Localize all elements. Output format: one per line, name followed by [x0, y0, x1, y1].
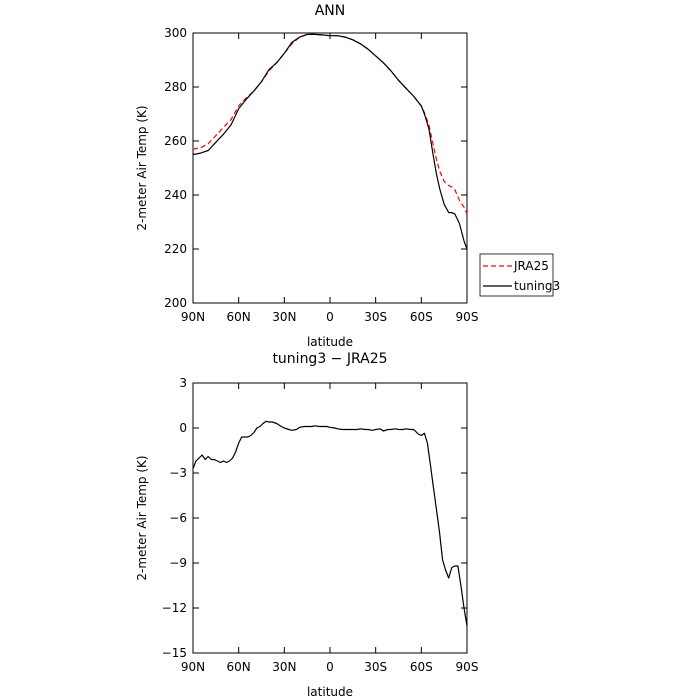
top-chart-xtick-label: 90S	[456, 310, 479, 324]
top-chart-xtick-label: 90N	[181, 310, 205, 324]
bottom-chart-xtick-label: 60S	[410, 660, 433, 674]
bottom-chart-ytick-label: 0	[179, 421, 187, 435]
top-chart-xtick-label: 30S	[364, 310, 387, 324]
bottom-chart-xtick-label: 90S	[456, 660, 479, 674]
top-chart-ytick-label: 220	[164, 242, 187, 256]
bottom-chart-xtick-label: 30S	[364, 660, 387, 674]
bottom-chart-series-difference-line	[192, 420, 468, 627]
top-chart-ytick-label: 200	[164, 296, 187, 310]
bottom-chart-xtick-label: 30N	[272, 660, 296, 674]
top-chart-xtick-label: 30N	[272, 310, 296, 324]
top-chart-xlabel: latitude	[307, 335, 353, 349]
legend-box	[479, 253, 554, 297]
top-chart-title: ANN	[315, 3, 346, 19]
bottom-chart-ylabel: 2-meter Air Temp (K)	[135, 455, 149, 580]
bottom-chart: tuning3 − JRA25 −15 −12 −9 −6 −3 0 3 90N 60N 30N…	[135, 351, 478, 699]
bottom-chart-xtick-label: 0	[326, 660, 334, 674]
top-chart-xtick-label: 60S	[410, 310, 433, 324]
legend-jra25-label: JRA25	[513, 259, 549, 273]
top-chart-ytick-label: 260	[164, 134, 187, 148]
top-chart-ytick-label: 280	[164, 80, 187, 94]
top-chart-ylabel: 2-meter Air Temp (K)	[135, 105, 149, 230]
top-chart-series-jra25-line	[192, 33, 468, 215]
bottom-chart-ytick-label: −15	[162, 646, 187, 660]
legend: JRA25 tuning3	[479, 253, 560, 297]
top-chart-series-tuning3-line	[192, 33, 468, 250]
bottom-chart-plot-frame	[192, 382, 468, 654]
bottom-chart-ytick-label: −12	[162, 601, 187, 615]
bottom-chart-xlabel: latitude	[307, 685, 353, 699]
bottom-chart-ytick-label: −6	[169, 511, 187, 525]
bottom-chart-title: tuning3 − JRA25	[272, 351, 387, 367]
legend-tuning3-label: tuning3	[514, 279, 560, 293]
top-chart-xtick-label: 60N	[227, 310, 251, 324]
top-chart-plot-frame	[192, 32, 468, 304]
bottom-chart-ytick-label: −9	[169, 556, 187, 570]
bottom-chart-xtick-label: 60N	[227, 660, 251, 674]
top-chart: ANN 200 220 240 260 280 300 90N 60N 30N 0 30S 60S 9…	[135, 3, 478, 349]
top-chart-xtick-label: 0	[326, 310, 334, 324]
bottom-chart-xtick-label: 90N	[181, 660, 205, 674]
top-chart-ytick-label: 300	[164, 26, 187, 40]
bottom-chart-ytick-label: 3	[179, 376, 187, 390]
top-chart-ytick-label: 240	[164, 188, 187, 202]
bottom-chart-ytick-label: −3	[169, 466, 187, 480]
